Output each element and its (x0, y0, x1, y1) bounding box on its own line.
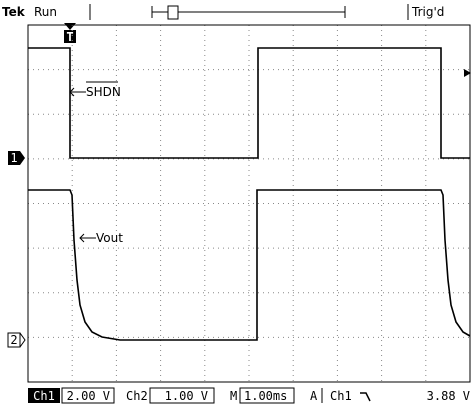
ch2-waveform (28, 189, 471, 341)
trigger-marker-box (64, 30, 76, 43)
trigger-slope (360, 392, 371, 402)
ch2-marker: 2 (10, 333, 17, 347)
ch2-scale: 1.00 V (165, 389, 208, 403)
ch2-marker-arrow (19, 332, 26, 348)
trigger-source: Ch1 (330, 389, 352, 403)
graticule (28, 25, 470, 382)
ch2-tag: Ch2 (126, 389, 148, 403)
ch1-marker-arrow (20, 151, 25, 165)
timebase: 1.00ms (244, 389, 287, 403)
ch1-marker-box (8, 151, 20, 165)
ch1-scale-box (61, 387, 115, 404)
ch2-scale-box (149, 387, 215, 404)
trigger-position (167, 5, 179, 20)
ch2-marker-box (7, 332, 21, 348)
ch1-marker: 1 (10, 151, 17, 165)
graticule-border (27, 24, 471, 383)
trigger-mode: A (310, 389, 318, 403)
trigger-marker: T (66, 30, 73, 44)
label-arrow (69, 87, 75, 97)
ch2-label: Vout (96, 231, 123, 245)
ch1-waveform (28, 47, 470, 159)
timebase-label: M (230, 389, 237, 403)
trigger-level: 3.88 V (427, 389, 470, 403)
run-state: Run (34, 5, 57, 19)
brand: Tek (2, 5, 26, 19)
ch1-tag (28, 388, 60, 403)
label-arrow (79, 233, 85, 243)
timebase-box (239, 387, 295, 404)
ch1-label: SHDN (86, 85, 121, 99)
ch1-scale: 2.00 V (67, 389, 110, 403)
trigger-level-marker (464, 69, 471, 77)
trigger-status: Trig'd (411, 5, 444, 19)
ch1-tag-text: Ch1 (33, 389, 55, 403)
